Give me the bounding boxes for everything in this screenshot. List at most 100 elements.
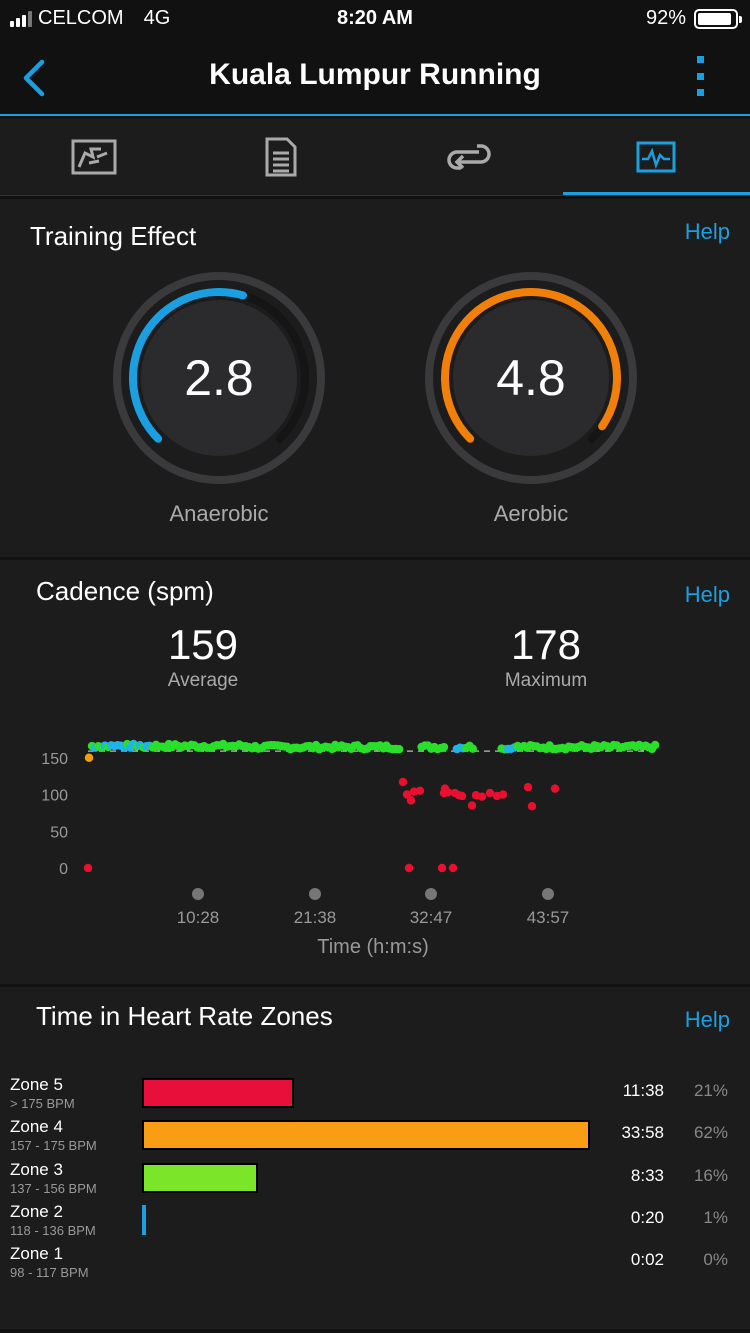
gauge-progress-arc (441, 288, 621, 443)
cadence-help-link[interactable]: Help (684, 582, 730, 607)
cadence-average-label: Average (167, 670, 239, 691)
chevron-left-icon (23, 59, 45, 97)
more-dot-icon (696, 56, 704, 63)
y-tick-label: 50 (50, 824, 68, 841)
zone-bar (142, 1120, 590, 1151)
cadence-point (651, 740, 660, 750)
zone-bar (142, 1204, 146, 1235)
cadence-title: Cadence (spm) (36, 576, 214, 606)
zone-range: > 175 BPM (10, 1096, 75, 1111)
x-tick-marker (309, 888, 321, 900)
more-options-button[interactable] (694, 56, 706, 96)
laps-icon (447, 143, 491, 170)
zone-bar (142, 1162, 258, 1193)
zone-percent: 0% (703, 1250, 728, 1270)
x-tick-label: 32:47 (410, 908, 453, 927)
carrier-name: CELCOM (38, 7, 124, 29)
cadence-maximum-value: 178 (510, 621, 582, 668)
zone-percent: 1% (703, 1207, 728, 1227)
cadence-point (498, 790, 508, 799)
network-type: 4G (143, 7, 171, 29)
x-tick-marker (425, 888, 437, 900)
cadence-point (84, 753, 94, 762)
heart-rate-zones-section: Time in Heart Rate Zones Help Zone 5 > 17… (0, 987, 750, 1329)
zone-range: 137 - 156 BPM (10, 1180, 97, 1196)
anaerobic-value: 2.8 (184, 350, 254, 406)
cadence-chart: 150 100 50 0 10:28 21:38 32:47 43:57 Time (h:m:s… (41, 739, 660, 958)
document-icon (265, 137, 297, 176)
cadence-point (527, 802, 537, 811)
chart-icon (636, 141, 676, 172)
zone-range: 118 - 136 BPM (10, 1222, 96, 1238)
app-header: Kuala Lumpur Running (0, 38, 750, 116)
zone-time: 0:02 (630, 1250, 664, 1270)
hr-zone-row: Zone 3 137 - 156 BPM 8:33 16% (0, 1160, 750, 1202)
cadence-point (468, 744, 477, 753)
cadence-point (404, 863, 414, 873)
cadence-point (477, 792, 487, 801)
zone-range: 98 - 117 BPM (10, 1265, 89, 1281)
battery-percent: 92% (645, 7, 686, 29)
more-dot-icon (696, 89, 704, 96)
aerobic-value: 4.8 (496, 350, 566, 406)
cadence-point (550, 784, 560, 793)
zone-name: Zone 4 (10, 1117, 63, 1137)
tab-map[interactable] (0, 118, 188, 195)
hr-zones-help-link[interactable]: Help (684, 1007, 730, 1032)
status-right: 92% (645, 7, 742, 30)
page-title: Kuala Lumpur Running (209, 58, 541, 91)
cadence-point (454, 791, 464, 800)
cadence-point (448, 863, 458, 873)
hr-zone-row: Zone 5 > 175 BPM 11:38 21% (0, 1075, 750, 1117)
zone-name: Zone 5 (10, 1075, 63, 1094)
hr-zones-title: Time in Heart Rate Zones (36, 1001, 333, 1031)
training-effect-help-link[interactable]: Help (684, 219, 730, 244)
back-button[interactable] (18, 58, 54, 98)
zone-name: Zone 3 (10, 1159, 63, 1179)
cadence-point (485, 788, 495, 798)
cadence-point (406, 796, 416, 805)
tab-details[interactable] (188, 118, 376, 195)
zone-time: 8:33 (630, 1165, 664, 1185)
cadence-point (523, 782, 533, 792)
tab-charts[interactable] (562, 118, 750, 195)
cadence-point (415, 786, 425, 796)
zone-bar (142, 1078, 294, 1108)
zone-time: 0:20 (630, 1207, 664, 1227)
aerobic-gauge-ring (425, 272, 637, 484)
hr-zone-row: Zone 2 118 - 136 BPM 0:20 1% (0, 1202, 750, 1244)
hr-zone-row: Zone 1 98 - 117 BPM 0:02 0% (0, 1244, 750, 1286)
tab-laps[interactable] (375, 118, 563, 195)
gauge-progress-arc (129, 288, 247, 443)
cadence-maximum-label: Maximum (504, 670, 588, 691)
zone-percent: 62% (693, 1123, 728, 1143)
anaerobic-label: Anaerobic (169, 501, 269, 526)
status-bar: CELCOM 4G 8:20 AM 92% (0, 0, 750, 38)
cadence-point (398, 777, 408, 787)
anaerobic-gauge-ring (113, 272, 325, 484)
cadence-point (437, 863, 447, 873)
zone-name: Zone 2 (10, 1201, 63, 1221)
x-axis-label: Time (h:m:s) (317, 936, 428, 958)
cadence-point (402, 790, 412, 799)
status-time: 8:20 AM (337, 7, 413, 29)
zone-name: Zone 1 (10, 1244, 63, 1264)
battery-icon (694, 8, 742, 29)
tab-bar (0, 118, 750, 196)
cadence-point (83, 863, 93, 873)
zone-time: 33:58 (621, 1123, 664, 1143)
aerobic-label: Aerobic (493, 501, 569, 526)
gauge-center (141, 300, 297, 456)
cadence-point (467, 801, 477, 810)
cadence-maximum: 178 Maximum (446, 624, 646, 692)
hr-zone-row: Zone 4 157 - 175 BPM 33:58 62% (0, 1117, 750, 1159)
x-tick-label: 10:28 (177, 908, 220, 927)
aerobic-gauge: 4.8 (424, 271, 638, 485)
x-tick-label: 43:57 (527, 908, 570, 927)
anaerobic-gauge: 2.8 (112, 271, 326, 485)
y-tick-label: 0 (59, 861, 68, 878)
cadence-average: 159 Average (103, 624, 303, 692)
map-icon (71, 139, 117, 174)
training-effect-section: Training Effect Help 2.8 Anaerobic 4.8 A… (0, 199, 750, 557)
cadence-average-value: 159 (167, 621, 239, 668)
